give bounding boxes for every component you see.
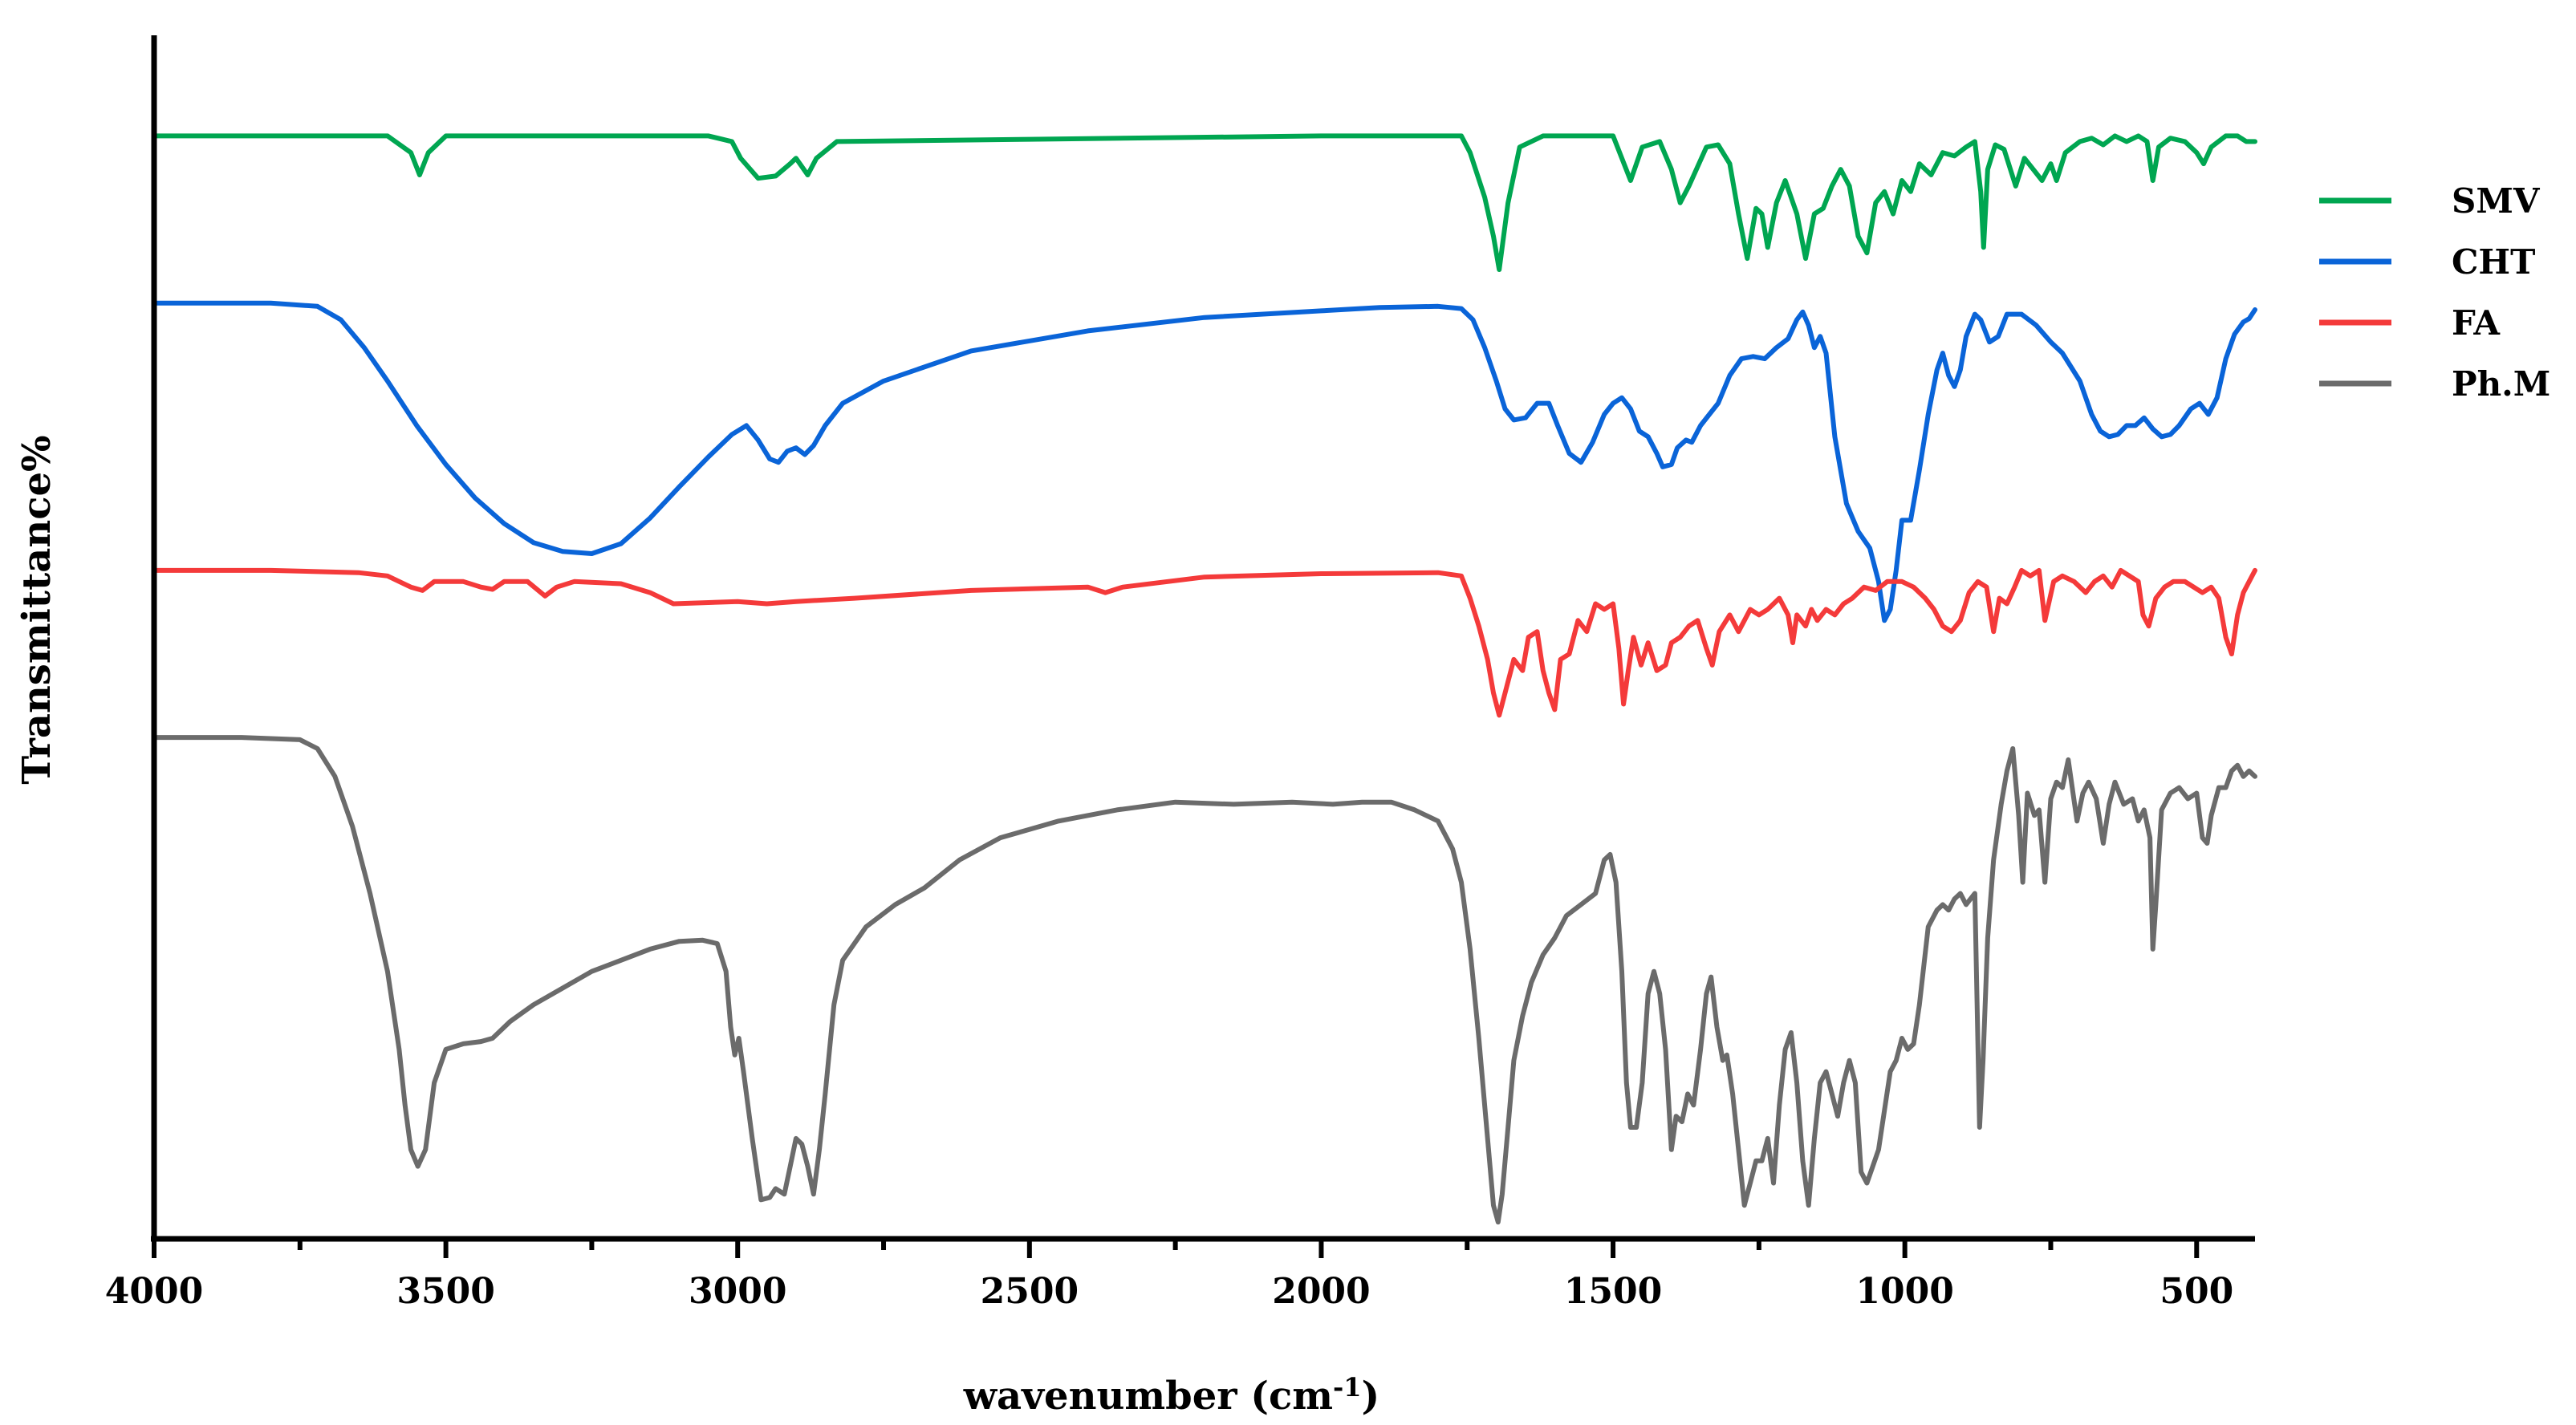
legend-label: FA bbox=[2452, 303, 2501, 343]
x-axis-title-superscript: -1 bbox=[1333, 1372, 1362, 1403]
x-axis-ticks: 4000 3500 3000 2500 2000 1500 1000 500 bbox=[105, 1239, 2233, 1312]
series-line-ph-m bbox=[152, 735, 2257, 1225]
legend-label: CHT bbox=[2452, 242, 2535, 282]
series-line-smv bbox=[152, 133, 2257, 272]
legend-item: CHT bbox=[2319, 242, 2535, 282]
x-axis-title: wavenumber (cm-1) bbox=[963, 1372, 1380, 1419]
y-axis-title: Transmittance% bbox=[14, 435, 59, 784]
plot-area bbox=[152, 133, 2257, 1225]
legend-item: SMV bbox=[2319, 181, 2541, 221]
x-axis-title-close: ) bbox=[1362, 1374, 1380, 1419]
x-tick-label: 1000 bbox=[1855, 1271, 1953, 1312]
x-tick-label: 4000 bbox=[105, 1271, 203, 1312]
x-tick-label: 1500 bbox=[1564, 1271, 1662, 1312]
series-line-cht bbox=[152, 300, 2257, 623]
series-line-fa bbox=[152, 567, 2257, 718]
legend-label: SMV bbox=[2452, 181, 2541, 221]
legend-item: Ph.M bbox=[2319, 364, 2550, 404]
legend: SMV CHT FA Ph.M bbox=[2319, 181, 2550, 404]
x-tick-label: 2500 bbox=[981, 1271, 1079, 1312]
legend-item: FA bbox=[2319, 303, 2501, 343]
x-tick-label: 3500 bbox=[396, 1271, 494, 1312]
x-tick-label: 500 bbox=[2160, 1271, 2233, 1312]
x-axis-title-main: wavenumber (cm bbox=[963, 1374, 1333, 1419]
x-tick-label: 2000 bbox=[1272, 1271, 1370, 1312]
legend-label: Ph.M bbox=[2452, 364, 2550, 404]
x-tick-label: 3000 bbox=[689, 1271, 786, 1312]
